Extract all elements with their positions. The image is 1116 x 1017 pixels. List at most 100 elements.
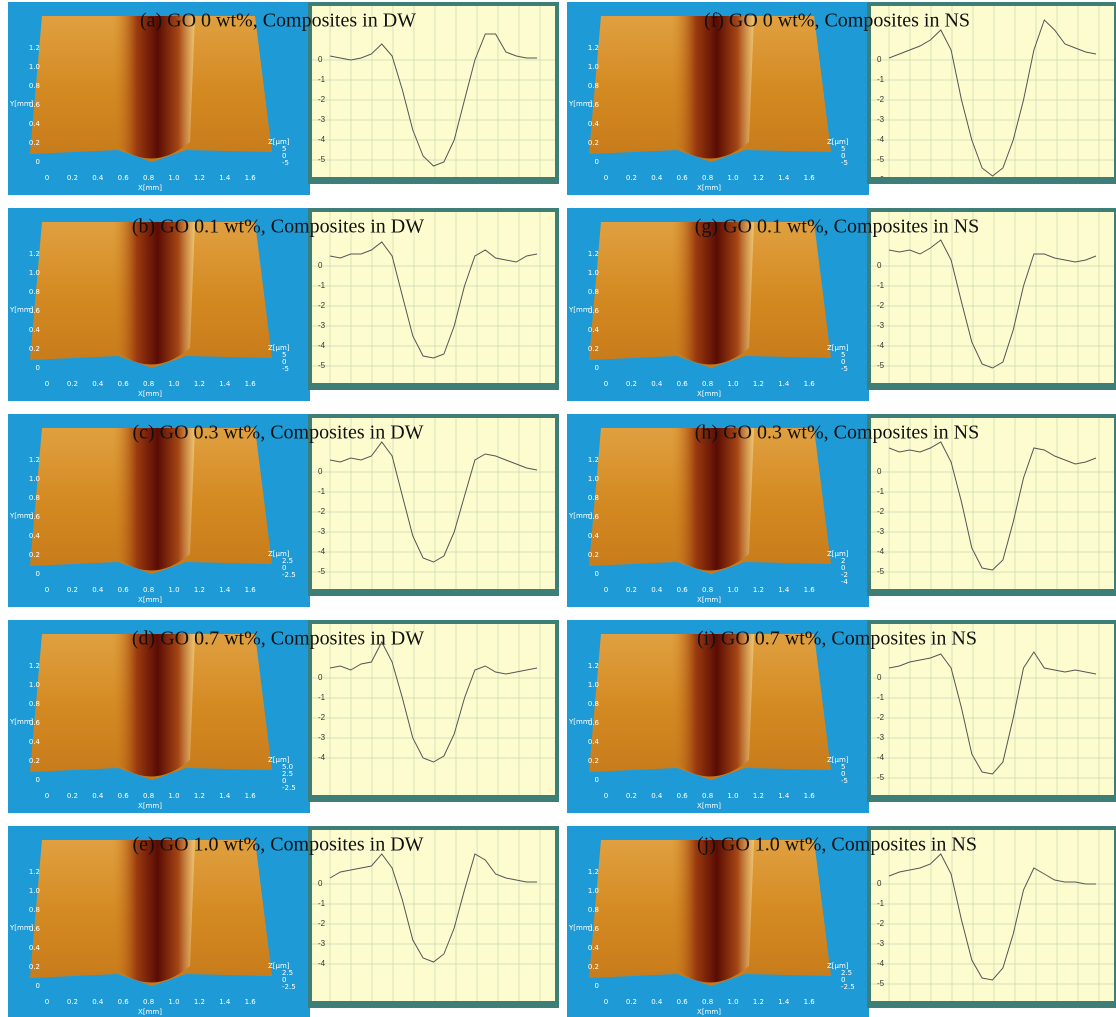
z-tick-label: 0 <box>841 976 845 984</box>
z-tick-label: 0 <box>841 152 845 160</box>
x-tick-label: 0.6 <box>118 380 130 388</box>
y-tick-label: 0 <box>877 55 882 64</box>
x-tick-label: 1.4 <box>219 998 231 1006</box>
x-tick-label: 0.6 <box>118 174 130 182</box>
y-tick-label: -2 <box>318 507 326 516</box>
y-axis-label: Y[mm] <box>9 306 34 314</box>
y-tick-label: 0 <box>36 776 40 784</box>
y-tick-label: -4 <box>877 959 885 968</box>
panel-title: (i) GO 0.7 wt%, Composites in NS <box>697 628 977 650</box>
y-axis-label: Y[mm] <box>9 924 34 932</box>
x-tick-label: 0.2 <box>67 586 78 594</box>
y-tick-label: 1.2 <box>29 662 40 670</box>
profile-line <box>329 33 537 167</box>
z-tick-label: 2.5 <box>282 770 293 778</box>
x-tick-label: 0.2 <box>626 380 637 388</box>
x-tick-label: 1.2 <box>753 998 764 1006</box>
x-tick-label: 0.4 <box>92 586 104 594</box>
x-tick-label: 0.8 <box>143 998 154 1006</box>
groove <box>671 428 754 571</box>
y-tick-label: 1.2 <box>588 662 599 670</box>
z-tick-label: 2.5 <box>282 557 293 565</box>
y-tick-label: -5 <box>877 155 885 164</box>
z-tick-label: 2.5 <box>282 969 293 977</box>
x-tick-label: 1.6 <box>245 998 257 1006</box>
y-tick-label: 0.8 <box>29 906 40 914</box>
x-tick-label: 0.2 <box>67 998 78 1006</box>
plot-area <box>871 212 1114 386</box>
panel-title: (e) GO 1.0 wt%, Composites in DW <box>132 834 423 856</box>
y-axis-label: Y[mm] <box>9 718 34 726</box>
x-tick-label: 0.2 <box>626 998 637 1006</box>
plot-base <box>310 589 557 594</box>
z-tick-label: -5 <box>282 365 289 373</box>
x-tick-label: 0.6 <box>677 998 689 1006</box>
x-tick-label: 0.6 <box>118 792 130 800</box>
y-tick-label: -2 <box>877 301 885 310</box>
y-tick-label: -4 <box>318 547 326 556</box>
panel-title: (j) GO 1.0 wt%, Composites in NS <box>697 834 977 856</box>
groove <box>112 840 195 983</box>
x-tick-label: 0.4 <box>651 174 663 182</box>
x-tick-label: 1.0 <box>168 998 179 1006</box>
x-tick-label: 0.4 <box>92 174 104 182</box>
groove <box>671 634 754 777</box>
y-tick-label: -1 <box>877 899 885 908</box>
y-tick-label: -3 <box>877 115 885 124</box>
x-tick-label: 0.8 <box>143 174 154 182</box>
x-tick-label: 1.4 <box>219 174 231 182</box>
x-tick-label: 0.6 <box>677 586 689 594</box>
y-tick-label: -2 <box>318 919 326 928</box>
x-tick-label: 1.0 <box>727 586 738 594</box>
x-tick-label: 1.6 <box>245 792 257 800</box>
y-tick-label: 0.8 <box>29 700 40 708</box>
z-tick-label: -2 <box>841 571 848 579</box>
z-tick-label: -5 <box>841 365 848 373</box>
y-tick-label: 0.8 <box>588 288 599 296</box>
y-tick-label: 0 <box>318 55 323 64</box>
y-tick-label: 0.8 <box>588 82 599 90</box>
z-axis-label: Z[µm] <box>268 756 290 764</box>
y-tick-label: 0.4 <box>29 738 41 746</box>
x-tick-label: 0.8 <box>702 792 713 800</box>
y-tick-label: 1.0 <box>29 475 40 483</box>
y-tick-label: 0 <box>595 158 599 166</box>
x-tick-label: 0.4 <box>92 792 104 800</box>
y-tick-label: 0 <box>877 673 882 682</box>
panel-title: (d) GO 0.7 wt%, Composites in DW <box>132 628 424 650</box>
y-tick-label: -2 <box>877 919 885 928</box>
x-tick-label: 0.4 <box>92 380 104 388</box>
y-tick-label: 0.2 <box>588 963 599 971</box>
y-tick-label: 1.0 <box>588 63 599 71</box>
x-tick-label: 1.6 <box>804 380 816 388</box>
y-tick-label: 1.0 <box>588 887 599 895</box>
y-tick-label: 0.8 <box>588 494 599 502</box>
x-tick-label: 1.4 <box>219 586 231 594</box>
x-tick-label: 0.2 <box>67 174 78 182</box>
plot-area <box>312 6 555 180</box>
plot-area <box>871 418 1114 592</box>
y-tick-label: -2 <box>877 713 885 722</box>
z-tick-label: 0 <box>282 358 286 366</box>
x-tick-label: 1.0 <box>168 380 179 388</box>
x-tick-label: 1.6 <box>804 174 816 182</box>
y-tick-label: 0.6 <box>29 307 41 315</box>
y-tick-label: 0.4 <box>29 532 41 540</box>
z-tick-label: 5 <box>282 351 286 359</box>
panel-title: (h) GO 0.3 wt%, Composites in NS <box>695 422 979 444</box>
y-tick-label: 0.4 <box>29 944 41 952</box>
x-tick-label: 1.4 <box>778 792 790 800</box>
x-tick-label: 0.4 <box>92 998 104 1006</box>
y-tick-label: -3 <box>318 115 326 124</box>
y-axis-label: Y[mm] <box>568 924 593 932</box>
x-tick-label: 1.4 <box>778 380 790 388</box>
x-axis-label: X[mm] <box>138 184 162 192</box>
x-tick-label: 0.2 <box>626 792 637 800</box>
plot-base <box>310 383 557 388</box>
y-tick-label: -1 <box>877 693 885 702</box>
x-axis-label: X[mm] <box>697 1008 721 1016</box>
x-tick-label: 0.8 <box>702 174 713 182</box>
x-tick-label: 1.0 <box>727 174 738 182</box>
x-tick-label: 1.2 <box>194 792 205 800</box>
